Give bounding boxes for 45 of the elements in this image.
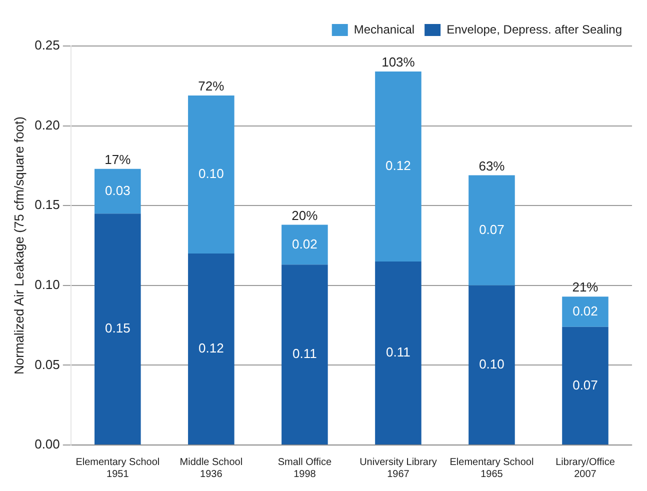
y-tick-label: 0.05 (34, 356, 60, 372)
data-label: 0.12 (198, 340, 224, 356)
data-label: 0.03 (105, 182, 130, 198)
x-tick-label: Elementary School 1951 (76, 456, 160, 480)
bar (94, 214, 141, 444)
bar (562, 326, 608, 444)
y-tick-label: 0.20 (34, 117, 60, 132)
y-axis-title: Normalized Air Leakage (75 cfm/square foot) (11, 116, 26, 374)
data-label: 0.10 (479, 356, 504, 372)
bar (375, 261, 422, 444)
data-label: 0.11 (292, 346, 317, 362)
bar (188, 95, 234, 254)
y-tick-label: 0.15 (34, 197, 60, 212)
bar (468, 175, 515, 286)
x-tick-label: University Library 1967 (360, 456, 437, 480)
bar (562, 296, 608, 327)
data-label: 0.07 (479, 222, 504, 237)
y-tick-label: 0.10 (34, 276, 60, 292)
bar (375, 72, 422, 262)
legend-label: Envelope, Depress. after Sealing (446, 22, 622, 36)
annotation: 17% (104, 152, 132, 167)
y-tick-label: 0.00 (34, 436, 60, 452)
bar (188, 253, 234, 444)
annotation: 20% (292, 208, 318, 223)
data-label: 0.15 (105, 320, 130, 336)
x-tick-label: Small Office 1998 (278, 456, 332, 480)
data-label: 0.07 (572, 377, 598, 392)
data-label: 0.02 (572, 303, 598, 318)
x-tick-label: Elementary School 1965 (450, 456, 534, 480)
annotation: 21% (572, 280, 599, 295)
data-label: 0.11 (386, 344, 410, 360)
annotation: 103% (382, 54, 416, 70)
bar (282, 224, 328, 265)
legend-label: Mechanical (354, 22, 415, 36)
bar (468, 285, 515, 444)
bar (282, 264, 328, 444)
data-label: 0.02 (292, 236, 318, 252)
annotation: 63% (478, 158, 506, 174)
x-tick-label: Library/Office 2007 (556, 456, 616, 480)
y-tick-label: 0.25 (34, 38, 60, 53)
bar (94, 168, 141, 214)
data-label: 0.10 (198, 166, 224, 182)
annotation: 72% (198, 78, 225, 94)
x-tick-label: Middle School 1936 (180, 456, 243, 480)
data-label: 0.12 (386, 158, 411, 174)
